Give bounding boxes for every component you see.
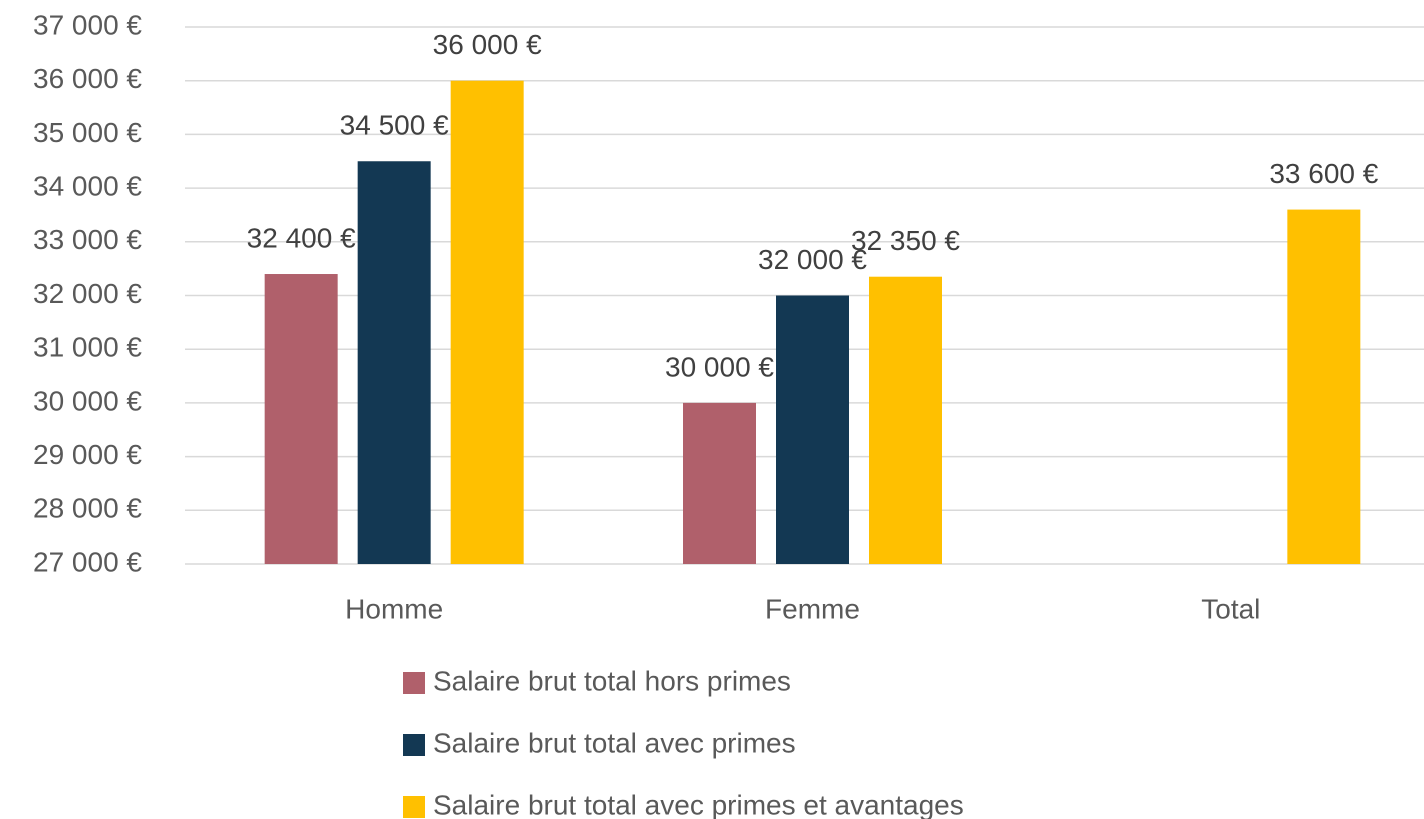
legend-swatch [403, 734, 425, 756]
x-tick-label: Femme [765, 593, 860, 624]
bar [450, 80, 524, 564]
y-tick-label: 36 000 € [33, 63, 142, 94]
data-label: 32 000 € [758, 244, 867, 275]
y-tick-label: 32 000 € [33, 278, 142, 309]
data-label: 36 000 € [433, 29, 542, 60]
y-tick-label: 31 000 € [33, 332, 142, 363]
y-tick-label: 34 000 € [33, 170, 142, 201]
bar [1287, 209, 1361, 564]
legend-label: Salaire brut total avec primes et avanta… [433, 789, 964, 819]
bar [357, 161, 431, 564]
legend-swatch [403, 796, 425, 818]
y-tick-label: 27 000 € [33, 546, 142, 577]
legend-label: Salaire brut total hors primes [433, 665, 791, 696]
y-tick-label: 33 000 € [33, 224, 142, 255]
bar [869, 276, 942, 564]
data-label: 33 600 € [1269, 158, 1378, 189]
data-label: 32 400 € [247, 222, 356, 253]
legend-label: Salaire brut total avec primes [433, 727, 796, 758]
y-tick-label: 30 000 € [33, 385, 142, 416]
x-tick-label: Total [1201, 593, 1260, 624]
x-tick-label: Homme [345, 593, 443, 624]
data-label: 34 500 € [340, 110, 449, 141]
y-tick-label: 29 000 € [33, 439, 142, 470]
y-tick-label: 37 000 € [33, 9, 142, 40]
bar [683, 402, 756, 564]
y-tick-label: 35 000 € [33, 117, 142, 148]
bar [776, 295, 849, 564]
y-tick-label: 28 000 € [33, 493, 142, 524]
data-label: 30 000 € [665, 351, 774, 382]
bar [264, 274, 338, 564]
legend-swatch [403, 672, 425, 694]
data-label: 32 350 € [851, 225, 960, 256]
